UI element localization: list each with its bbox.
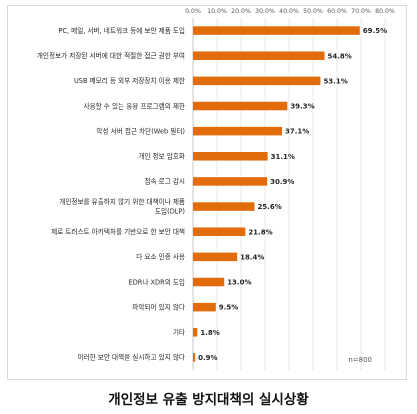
category-label: 개인 정보 암호화 (138, 152, 185, 161)
bar (193, 101, 288, 111)
chart-caption: 개인정보 유출 방지대책의 실시상황 (108, 392, 309, 408)
category-label: EDR나 XDR의 도입 (129, 277, 185, 286)
category-label: 기타 (173, 328, 185, 337)
bar (193, 277, 225, 287)
category-label: 이러한 보안 대책을 실시하고 있지 않다 (77, 353, 185, 362)
data-label: 69.5% (363, 27, 387, 35)
data-label: 13.0% (227, 279, 251, 287)
x-tick-label: 0.0% (185, 8, 201, 15)
data-label: 54.8% (328, 52, 352, 60)
x-tick-label: 50.0% (303, 8, 323, 15)
bar (193, 126, 283, 136)
x-tick-label: 70.0% (351, 8, 371, 15)
data-label: 53.1% (323, 77, 347, 85)
x-tick-label: 60.0% (327, 8, 347, 15)
bar (193, 202, 255, 211)
bar (193, 177, 268, 186)
category-label: USB 메모리 등 외부 저장장치 이용 제한 (74, 76, 185, 85)
bar-chart: 0.0% 10.0% 20.0% 30.0% 40.0% 50.0% 60.0% 70.0% 8… (37, 8, 395, 370)
data-label: 9.5% (219, 304, 238, 312)
bar (193, 353, 196, 362)
category-label: 다 요소 인증 사용 (136, 252, 185, 261)
category-label: 개인정보가 저장된 서버에 대한 적절한 접근 권한 부여 (37, 51, 185, 60)
category-label: 제로 트러스트 아키텍처를 기반으로 한 보안 대책 (51, 227, 185, 236)
x-tick-label: 10.0% (207, 8, 227, 15)
data-label: 39.3% (290, 103, 314, 111)
data-label: 18.4% (240, 253, 264, 261)
bar (193, 152, 268, 161)
x-tick-label: 20.0% (231, 8, 251, 15)
bar (193, 26, 360, 35)
x-tick-label: 30.0% (255, 8, 275, 15)
category-label: 파악되어 있지 않다 (132, 302, 185, 311)
bar (193, 227, 246, 236)
bar (193, 76, 321, 86)
chart-frame (7, 5, 407, 380)
category-label: 접속 로그 감시 (144, 178, 185, 186)
bar (193, 302, 216, 312)
bar (193, 328, 198, 337)
data-label: 0.9% (198, 354, 217, 362)
bar (193, 252, 238, 262)
x-tick-label: 40.0% (279, 8, 299, 15)
category-label: 개인정보를 유출하지 않기 위한 대책이나 제품 도입(DLP) (59, 197, 185, 216)
data-label: 1.8% (200, 329, 219, 337)
data-label: 25.6% (257, 203, 281, 211)
x-tick-label: 80.0% (375, 8, 395, 15)
data-label: 37.1% (285, 128, 309, 136)
data-label: 31.1% (271, 153, 295, 161)
bar (193, 51, 325, 60)
category-label: PC, 메일, 서버, 네트워크 등에 보안 제품 도입 (58, 26, 185, 35)
category-label: 사용할 수 있는 응용 프로그램의 제한 (84, 101, 185, 110)
data-label: 30.9% (270, 178, 294, 186)
sample-size-note: n=800 (348, 356, 372, 364)
data-label: 21.8% (248, 228, 272, 236)
category-label: 악성 서버 접근 차단(Web 필터) (96, 126, 185, 135)
